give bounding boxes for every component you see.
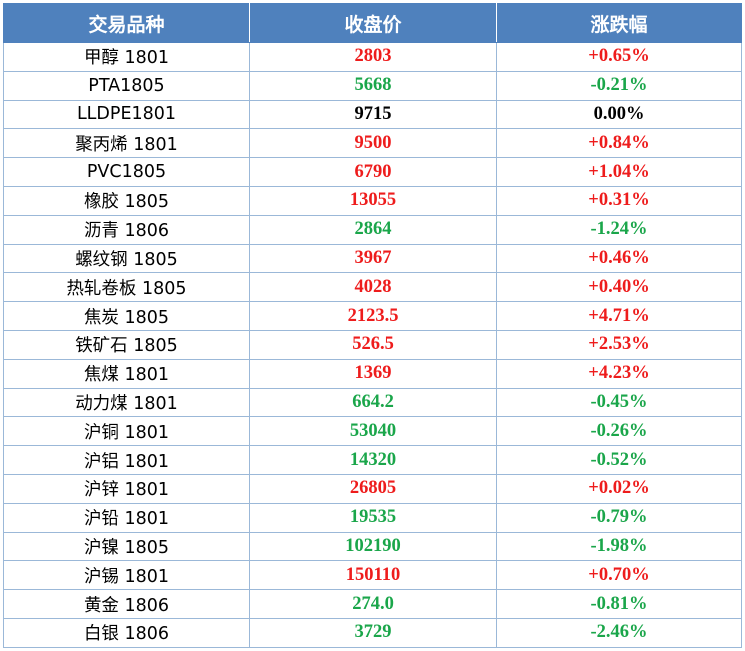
instrument-name: 黄金 1806 [3,589,250,619]
instrument-name: LLDPE1801 [3,99,250,130]
change-percent: -0.52% [496,445,742,475]
close-price: 1369 [249,358,497,389]
table-row: 聚丙烯 1801 9500 +0.84% [3,128,742,159]
instrument-name: 铁矿石 1805 [3,329,250,360]
close-price: 274.0 [249,589,497,619]
futures-table-container: 交易品种 收盘价 涨跌幅 甲醇 1801 2803 +0.65% PTA1805 566… [3,3,742,648]
table-row: 螺纹钢 1805 3967 +0.46% [3,243,742,274]
change-percent: +0.84% [496,128,742,159]
header-change-percent: 涨跌幅 [496,3,742,43]
instrument-name: PTA1805 [3,70,250,101]
table-row: 焦炭 1805 2123.5 +4.71% [3,301,742,331]
change-percent: +1.04% [496,157,742,187]
close-price: 4028 [249,272,497,303]
change-percent: -0.45% [496,387,742,418]
close-price: 6790 [249,157,497,187]
table-row: 橡胶 1805 13055 +0.31% [3,185,742,216]
instrument-name: PVC1805 [3,157,250,187]
change-percent: +4.23% [496,358,742,389]
instrument-name: 白银 1806 [3,617,250,648]
change-percent: -1.98% [496,531,742,562]
table-row: 沪镍 1805 102190 -1.98% [3,531,742,562]
instrument-name: 沪锌 1801 [3,473,250,504]
table-row: 沪锡 1801 150110 +0.70% [3,560,742,591]
table-row: 铁矿石 1805 526.5 +2.53% [3,329,742,360]
table-row: 沪锌 1801 26805 +0.02% [3,473,742,504]
table-row: PVC1805 6790 +1.04% [3,157,742,187]
instrument-name: 聚丙烯 1801 [3,128,250,159]
instrument-name: 沪铝 1801 [3,445,250,475]
change-percent: +0.70% [496,560,742,591]
close-price: 14320 [249,445,497,475]
close-price: 526.5 [249,329,497,360]
table-row: 焦煤 1801 1369 +4.23% [3,358,742,389]
table-row: 沥青 1806 2864 -1.24% [3,214,742,245]
change-percent: -1.24% [496,214,742,245]
change-percent: -0.79% [496,502,742,533]
close-price: 13055 [249,185,497,216]
change-percent: +0.65% [496,42,742,72]
table-row: LLDPE1801 9715 0.00% [3,99,742,130]
change-percent: -2.46% [496,617,742,648]
instrument-name: 热轧卷板 1805 [3,272,250,303]
change-percent: +0.46% [496,243,742,274]
change-percent: -0.21% [496,70,742,101]
change-percent: -0.26% [496,416,742,447]
table-row: 动力煤 1801 664.2 -0.45% [3,387,742,418]
instrument-name: 沪铅 1801 [3,502,250,533]
change-percent: 0.00% [496,99,742,130]
instrument-name: 沪锡 1801 [3,560,250,591]
instrument-name: 橡胶 1805 [3,185,250,216]
close-price: 26805 [249,473,497,504]
table-row: 沪铜 1801 53040 -0.26% [3,416,742,447]
table-row: 沪铝 1801 14320 -0.52% [3,445,742,475]
table-row: 热轧卷板 1805 4028 +0.40% [3,272,742,303]
change-percent: +0.02% [496,473,742,504]
instrument-name: 沥青 1806 [3,214,250,245]
close-price: 2123.5 [249,301,497,331]
close-price: 664.2 [249,387,497,418]
close-price: 9715 [249,99,497,130]
table-row: 白银 1806 3729 -2.46% [3,617,742,648]
header-close-price: 收盘价 [249,3,497,43]
close-price: 5668 [249,70,497,101]
table-row: 甲醇 1801 2803 +0.65% [3,42,742,72]
instrument-name: 焦煤 1801 [3,358,250,389]
instrument-name: 焦炭 1805 [3,301,250,331]
header-instrument: 交易品种 [3,3,250,43]
instrument-name: 沪铜 1801 [3,416,250,447]
instrument-name: 甲醇 1801 [3,42,250,72]
change-percent: +0.40% [496,272,742,303]
change-percent: +4.71% [496,301,742,331]
close-price: 53040 [249,416,497,447]
table-row: 沪铅 1801 19535 -0.79% [3,502,742,533]
change-percent: +0.31% [496,185,742,216]
close-price: 3967 [249,243,497,274]
close-price: 150110 [249,560,497,591]
table-row: PTA1805 5668 -0.21% [3,70,742,101]
close-price: 9500 [249,128,497,159]
instrument-name: 动力煤 1801 [3,387,250,418]
close-price: 2803 [249,42,497,72]
table-body: 甲醇 1801 2803 +0.65% PTA1805 5668 -0.21% LLDPE1… [3,42,742,648]
table-row: 黄金 1806 274.0 -0.81% [3,589,742,619]
close-price: 19535 [249,502,497,533]
change-percent: -0.81% [496,589,742,619]
instrument-name: 螺纹钢 1805 [3,243,250,274]
close-price: 102190 [249,531,497,562]
close-price: 3729 [249,617,497,648]
futures-quote-table: 交易品种 收盘价 涨跌幅 甲醇 1801 2803 +0.65% PTA1805 566… [3,3,742,648]
instrument-name: 沪镍 1805 [3,531,250,562]
change-percent: +2.53% [496,329,742,360]
close-price: 2864 [249,214,497,245]
table-header-row: 交易品种 收盘价 涨跌幅 [3,3,742,43]
